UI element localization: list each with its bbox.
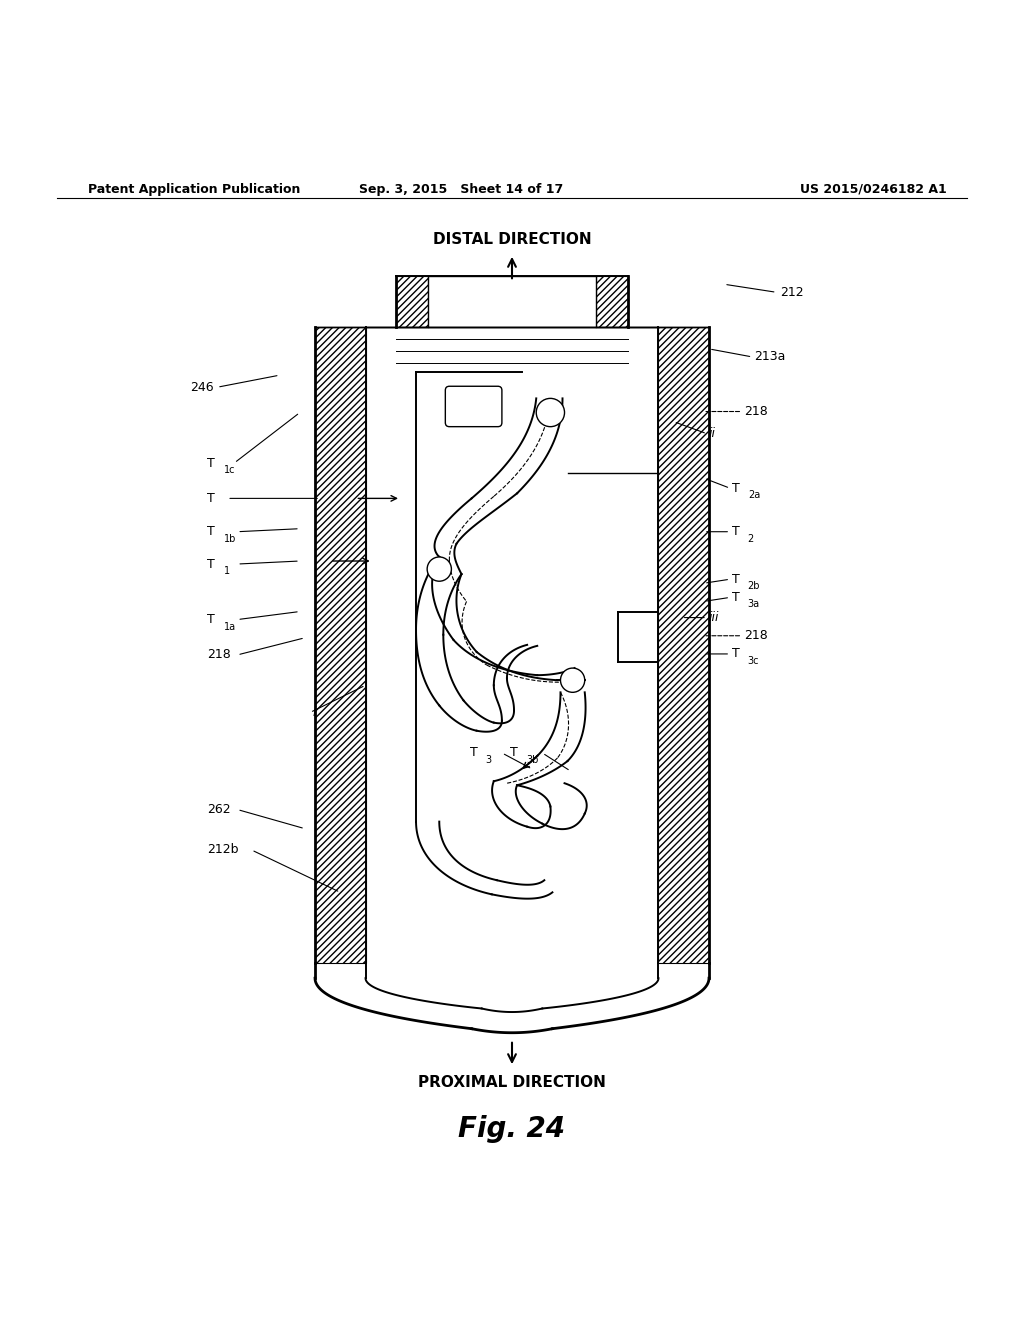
Text: Patent Application Publication: Patent Application Publication <box>88 182 300 195</box>
Text: 262: 262 <box>207 803 230 816</box>
Text: 246: 246 <box>190 380 214 393</box>
Text: T: T <box>470 746 477 759</box>
Text: T: T <box>207 525 215 539</box>
Text: 3a: 3a <box>748 599 760 610</box>
Text: Sep. 3, 2015   Sheet 14 of 17: Sep. 3, 2015 Sheet 14 of 17 <box>359 182 563 195</box>
Text: 3c: 3c <box>748 656 759 667</box>
Text: T: T <box>732 591 740 603</box>
Text: DISTAL DIRECTION: DISTAL DIRECTION <box>433 232 591 247</box>
Text: T: T <box>732 525 740 539</box>
Text: 3b: 3b <box>526 755 539 766</box>
Text: 218: 218 <box>744 630 768 643</box>
Text: 2a: 2a <box>749 490 761 500</box>
Text: T: T <box>732 573 740 586</box>
Text: 1c: 1c <box>224 465 236 475</box>
Polygon shape <box>396 276 428 326</box>
Text: 218: 218 <box>744 405 768 418</box>
Text: 213a: 213a <box>755 351 785 363</box>
Polygon shape <box>618 611 658 663</box>
FancyBboxPatch shape <box>445 387 502 426</box>
Text: T: T <box>510 746 518 759</box>
Text: 1b: 1b <box>224 533 237 544</box>
Text: 212: 212 <box>779 286 803 298</box>
Text: ii: ii <box>709 428 716 441</box>
Circle shape <box>427 557 452 581</box>
Text: 212b: 212b <box>207 843 239 857</box>
Text: PROXIMAL DIRECTION: PROXIMAL DIRECTION <box>418 1074 606 1090</box>
Text: Fig. 24: Fig. 24 <box>459 1114 565 1143</box>
Text: T: T <box>732 482 740 495</box>
Text: 2b: 2b <box>748 581 760 591</box>
Polygon shape <box>428 276 596 326</box>
Polygon shape <box>315 978 366 1008</box>
Text: T: T <box>207 492 215 504</box>
Text: T: T <box>207 612 215 626</box>
Polygon shape <box>596 276 628 326</box>
Text: 3: 3 <box>485 755 492 766</box>
Text: T: T <box>732 647 740 660</box>
Text: i: i <box>313 706 316 719</box>
Text: 218: 218 <box>207 648 230 661</box>
Text: T: T <box>207 457 215 470</box>
Polygon shape <box>658 326 709 964</box>
Text: US 2015/0246182 A1: US 2015/0246182 A1 <box>800 182 946 195</box>
Circle shape <box>560 668 585 692</box>
Polygon shape <box>658 978 709 1008</box>
Polygon shape <box>315 326 366 964</box>
Text: 1: 1 <box>224 566 230 576</box>
Text: T: T <box>207 557 215 570</box>
Text: iii: iii <box>709 611 720 624</box>
Text: 2: 2 <box>748 533 754 544</box>
Text: 1a: 1a <box>224 622 237 632</box>
Circle shape <box>537 399 564 426</box>
